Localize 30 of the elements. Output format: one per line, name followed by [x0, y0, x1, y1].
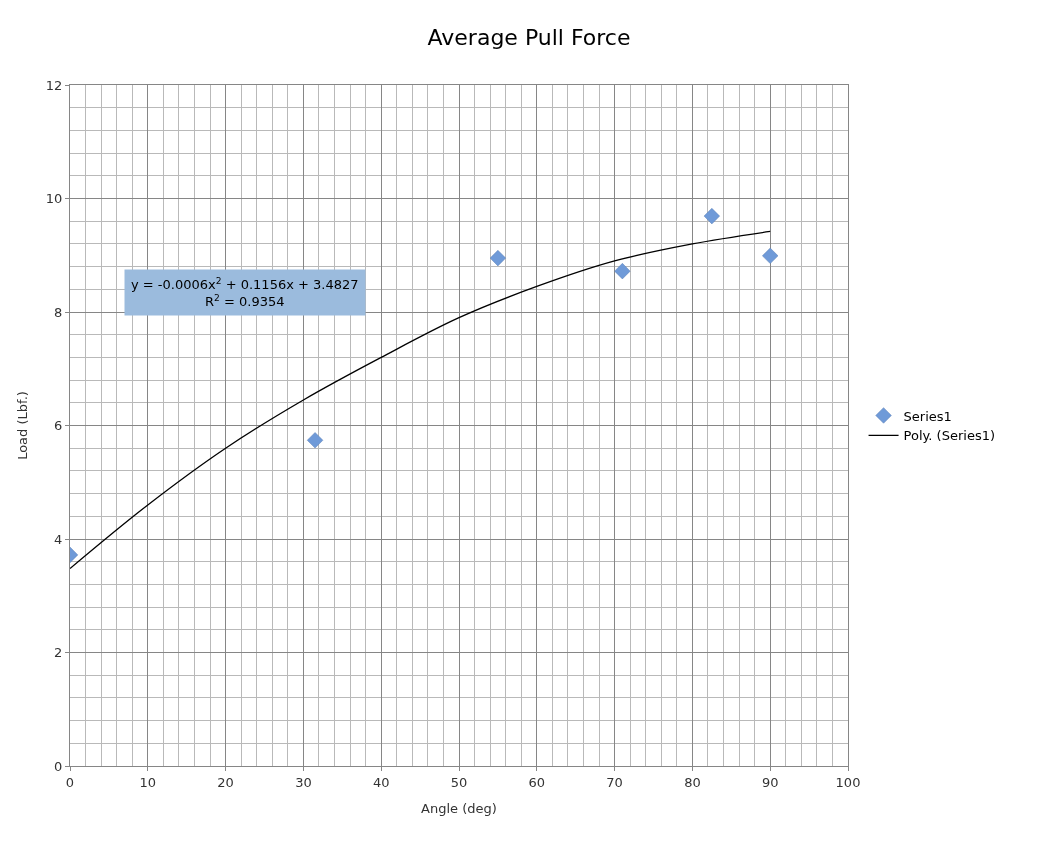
x-tick-label: 30	[295, 774, 312, 790]
y-axis-title: Load (Lbf.)	[14, 391, 30, 460]
y-tick-label: 8	[54, 304, 63, 320]
x-tick-label: 20	[217, 774, 234, 790]
x-tick-label: 60	[528, 774, 546, 790]
x-tick-label: 80	[684, 774, 701, 790]
legend-label: Series1	[903, 408, 952, 424]
point	[762, 247, 779, 264]
x-tick-label: 90	[761, 774, 779, 790]
y-tick-label: 10	[45, 191, 63, 207]
x-tick-label: 50	[450, 774, 468, 790]
x-tick-label: 100	[835, 774, 861, 790]
line-series	[70, 230, 771, 570]
legend-label: Poly. (Series1)	[903, 428, 996, 444]
point	[489, 250, 506, 267]
y-tick-label: 0	[54, 758, 63, 774]
y-tick-label: 6	[54, 418, 63, 434]
chart-title: Average Pull Force	[427, 25, 631, 51]
y-tick-label: 2	[54, 645, 63, 661]
point	[703, 208, 720, 225]
point	[307, 432, 324, 449]
x-tick-label: 0	[65, 774, 75, 790]
y-tick-label: 12	[45, 77, 63, 93]
x-axis-title: Angle (deg)	[421, 801, 497, 817]
x-tick-label: 70	[606, 774, 623, 790]
point	[614, 263, 631, 280]
x-tick-label: 10	[139, 774, 157, 790]
y-tick-label: 4	[54, 531, 63, 547]
x-tick-label: 40	[372, 774, 390, 790]
annotation: y = -0.0006x$^{2}$ + 0.1156x + 3.4827 R$^{2}$ = 0.9354	[131, 276, 359, 310]
